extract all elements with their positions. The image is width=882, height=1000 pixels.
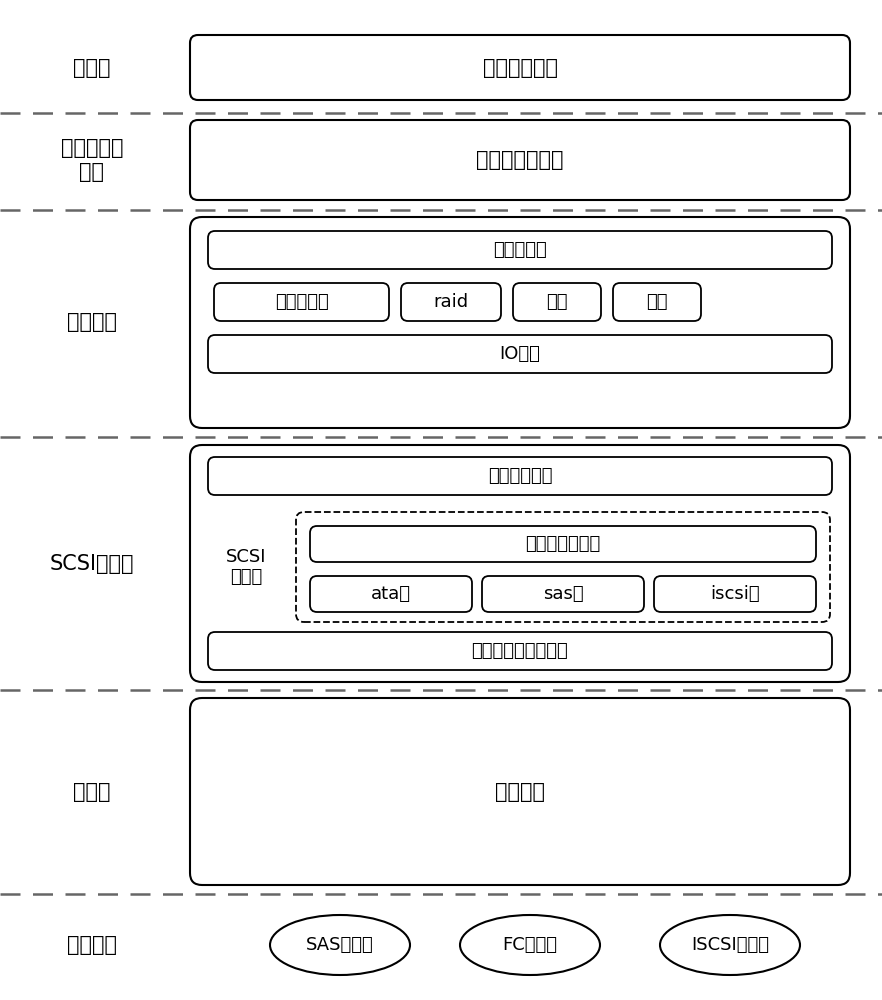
FancyBboxPatch shape <box>190 217 850 428</box>
Text: SCSI协议层: SCSI协议层 <box>49 554 134 574</box>
FancyBboxPatch shape <box>208 457 832 495</box>
Text: sas库: sas库 <box>542 585 583 603</box>
Text: 自定义底层设备驱动: 自定义底层设备驱动 <box>472 642 568 660</box>
FancyBboxPatch shape <box>310 526 816 562</box>
Ellipse shape <box>270 915 410 975</box>
Text: iscsi库: iscsi库 <box>710 585 759 603</box>
Text: ata库: ata库 <box>371 585 411 603</box>
Ellipse shape <box>460 915 600 975</box>
Text: 设备驱动: 设备驱动 <box>495 782 545 802</box>
Ellipse shape <box>660 915 800 975</box>
Text: ISCSI目标器: ISCSI目标器 <box>691 936 769 954</box>
Text: SCSI
中间层: SCSI 中间层 <box>226 548 266 586</box>
Text: IO调度: IO调度 <box>499 345 541 363</box>
FancyBboxPatch shape <box>208 632 832 670</box>
Text: 块设备层: 块设备层 <box>67 312 117 332</box>
Text: 逻辑卷管理: 逻辑卷管理 <box>274 293 328 311</box>
FancyBboxPatch shape <box>482 576 644 612</box>
Text: 虚拟文件系
统层: 虚拟文件系 统层 <box>61 138 123 182</box>
Text: 驱动层: 驱动层 <box>73 782 111 802</box>
Text: 应用程序调用: 应用程序调用 <box>482 57 557 78</box>
Text: 加密: 加密 <box>647 293 668 311</box>
FancyBboxPatch shape <box>214 283 389 321</box>
FancyBboxPatch shape <box>190 120 850 200</box>
FancyBboxPatch shape <box>310 576 472 612</box>
FancyBboxPatch shape <box>190 698 850 885</box>
FancyBboxPatch shape <box>190 35 850 100</box>
Text: 设备发现及管理: 设备发现及管理 <box>526 535 601 553</box>
Text: 缓存: 缓存 <box>546 293 568 311</box>
Text: FC目标器: FC目标器 <box>503 936 557 954</box>
FancyBboxPatch shape <box>208 231 832 269</box>
FancyBboxPatch shape <box>513 283 601 321</box>
Text: SAS目标器: SAS目标器 <box>306 936 374 954</box>
FancyBboxPatch shape <box>401 283 501 321</box>
FancyBboxPatch shape <box>190 445 850 682</box>
FancyBboxPatch shape <box>208 335 832 373</box>
FancyBboxPatch shape <box>296 512 830 622</box>
Text: 虚拟文件系统层: 虚拟文件系统层 <box>476 150 564 170</box>
Text: raid: raid <box>433 293 468 311</box>
Text: 上层接口层: 上层接口层 <box>493 241 547 259</box>
FancyBboxPatch shape <box>654 576 816 612</box>
Text: 应用层: 应用层 <box>73 57 111 78</box>
FancyBboxPatch shape <box>613 283 701 321</box>
Text: 上层设备驱动: 上层设备驱动 <box>488 467 552 485</box>
Text: 物理设备: 物理设备 <box>67 935 117 955</box>
